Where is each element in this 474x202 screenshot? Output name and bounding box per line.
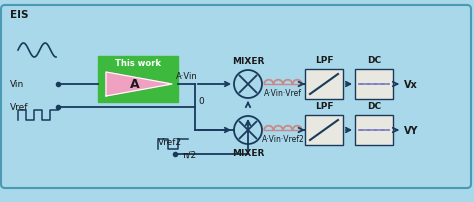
FancyBboxPatch shape <box>355 115 393 145</box>
Text: Vref: Vref <box>10 103 28 112</box>
Text: MIXER: MIXER <box>232 149 264 158</box>
Text: π/2: π/2 <box>183 150 197 159</box>
Text: EIS: EIS <box>10 10 28 20</box>
Text: 0: 0 <box>198 97 204 105</box>
Text: Vref2: Vref2 <box>158 137 182 146</box>
Text: This work: This work <box>115 59 161 68</box>
Text: DC: DC <box>367 56 381 65</box>
Text: MIXER: MIXER <box>232 57 264 66</box>
Polygon shape <box>106 73 172 97</box>
Text: A·Vin: A·Vin <box>176 72 197 81</box>
FancyBboxPatch shape <box>305 115 343 145</box>
FancyBboxPatch shape <box>305 70 343 100</box>
FancyBboxPatch shape <box>355 70 393 100</box>
Text: LPF: LPF <box>315 101 333 110</box>
Text: A: A <box>130 78 140 91</box>
Text: Vin: Vin <box>10 80 24 89</box>
Text: DC: DC <box>367 101 381 110</box>
FancyBboxPatch shape <box>98 57 178 102</box>
Text: LPF: LPF <box>315 56 333 65</box>
Text: A·Vin·Vref: A·Vin·Vref <box>264 88 302 98</box>
Text: VY: VY <box>404 125 419 135</box>
Text: A·Vin·Vref2: A·Vin·Vref2 <box>262 134 304 143</box>
Text: Vx: Vx <box>404 80 418 89</box>
FancyBboxPatch shape <box>1 6 471 188</box>
